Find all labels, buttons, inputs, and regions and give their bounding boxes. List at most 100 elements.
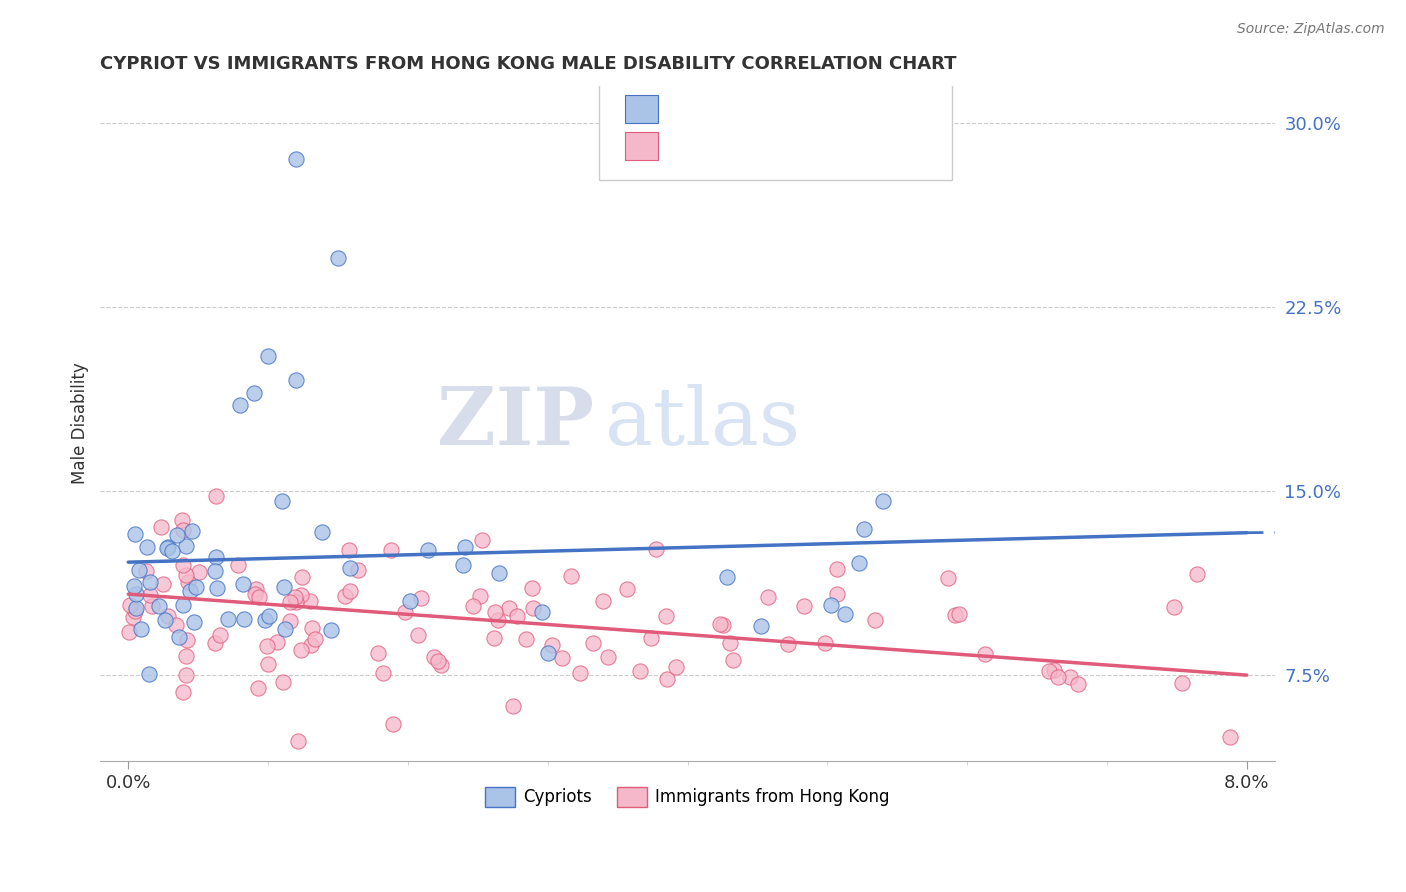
- Point: [291, 570, 314, 584]
- Point: [488, 566, 510, 580]
- Point: [718, 636, 741, 650]
- Point: [257, 608, 280, 623]
- Point: [429, 658, 451, 673]
- Point: [287, 734, 309, 748]
- Point: [1038, 665, 1060, 679]
- Point: [271, 493, 294, 508]
- Point: [333, 589, 356, 603]
- Point: [628, 664, 651, 678]
- Point: [205, 550, 228, 565]
- Point: [121, 609, 143, 624]
- Point: [271, 674, 294, 689]
- Point: [299, 638, 322, 652]
- Point: [1187, 567, 1209, 582]
- Point: [371, 666, 394, 681]
- Point: [1047, 670, 1070, 684]
- Point: [776, 637, 799, 651]
- Y-axis label: Male Disability: Male Disability: [72, 362, 89, 484]
- Point: [569, 666, 592, 681]
- Point: [665, 660, 688, 674]
- Point: [468, 589, 491, 603]
- Point: [257, 349, 280, 363]
- Text: ZIP: ZIP: [437, 384, 593, 462]
- Point: [347, 564, 370, 578]
- Point: [471, 533, 494, 547]
- Point: [172, 513, 194, 527]
- Point: [530, 605, 553, 619]
- Point: [337, 543, 360, 558]
- Point: [149, 520, 172, 534]
- Point: [167, 631, 190, 645]
- Point: [825, 587, 848, 601]
- Text: R =  0.033  N =  56: R = 0.033 N = 56: [668, 99, 830, 117]
- FancyBboxPatch shape: [626, 95, 658, 123]
- Point: [451, 558, 474, 573]
- Point: [301, 621, 323, 635]
- Point: [814, 635, 837, 649]
- Point: [184, 580, 207, 594]
- Point: [285, 374, 308, 388]
- Point: [453, 541, 475, 555]
- Point: [339, 584, 361, 599]
- Point: [174, 649, 197, 664]
- Point: [645, 541, 668, 556]
- Point: [155, 613, 177, 627]
- Text: CYPRIOT VS IMMIGRANTS FROM HONG KONG MALE DISABILITY CORRELATION CHART: CYPRIOT VS IMMIGRANTS FROM HONG KONG MAL…: [100, 55, 957, 73]
- Point: [502, 698, 524, 713]
- Point: [148, 599, 170, 613]
- Text: Source: ZipAtlas.com: Source: ZipAtlas.com: [1237, 22, 1385, 37]
- Point: [943, 608, 966, 623]
- Point: [128, 563, 150, 577]
- Point: [326, 251, 349, 265]
- Point: [124, 604, 146, 618]
- Point: [367, 647, 389, 661]
- Point: [290, 588, 312, 602]
- Point: [713, 618, 735, 632]
- Point: [278, 615, 301, 629]
- Point: [245, 582, 267, 596]
- Point: [162, 544, 184, 558]
- Point: [657, 672, 679, 686]
- Point: [427, 653, 450, 667]
- Point: [205, 489, 228, 503]
- Point: [551, 650, 574, 665]
- Point: [820, 598, 842, 612]
- Point: [139, 574, 162, 589]
- Point: [381, 717, 404, 731]
- Point: [290, 642, 312, 657]
- Point: [256, 639, 278, 653]
- Point: [124, 527, 146, 541]
- Point: [484, 605, 506, 619]
- Point: [226, 558, 249, 572]
- Legend: Cypriots, Immigrants from Hong Kong: Cypriots, Immigrants from Hong Kong: [478, 780, 897, 814]
- Point: [204, 565, 226, 579]
- Point: [209, 628, 232, 642]
- Point: [1059, 670, 1081, 684]
- Point: [598, 650, 620, 665]
- Point: [122, 579, 145, 593]
- Point: [582, 636, 605, 650]
- Point: [285, 153, 308, 167]
- Point: [865, 613, 887, 627]
- Point: [853, 522, 876, 536]
- Point: [284, 595, 307, 609]
- Point: [298, 593, 321, 607]
- Point: [156, 541, 179, 555]
- Point: [266, 635, 288, 649]
- Point: [380, 542, 402, 557]
- Point: [498, 601, 520, 615]
- Point: [872, 494, 894, 508]
- FancyBboxPatch shape: [599, 79, 952, 180]
- Point: [592, 593, 614, 607]
- Point: [172, 558, 194, 573]
- Point: [756, 590, 779, 604]
- Point: [418, 543, 440, 558]
- Point: [176, 632, 198, 647]
- Point: [973, 648, 995, 662]
- Point: [515, 632, 537, 646]
- Point: [1170, 676, 1192, 690]
- Point: [721, 653, 744, 667]
- Point: [716, 570, 738, 584]
- Point: [616, 582, 638, 597]
- Point: [205, 581, 228, 595]
